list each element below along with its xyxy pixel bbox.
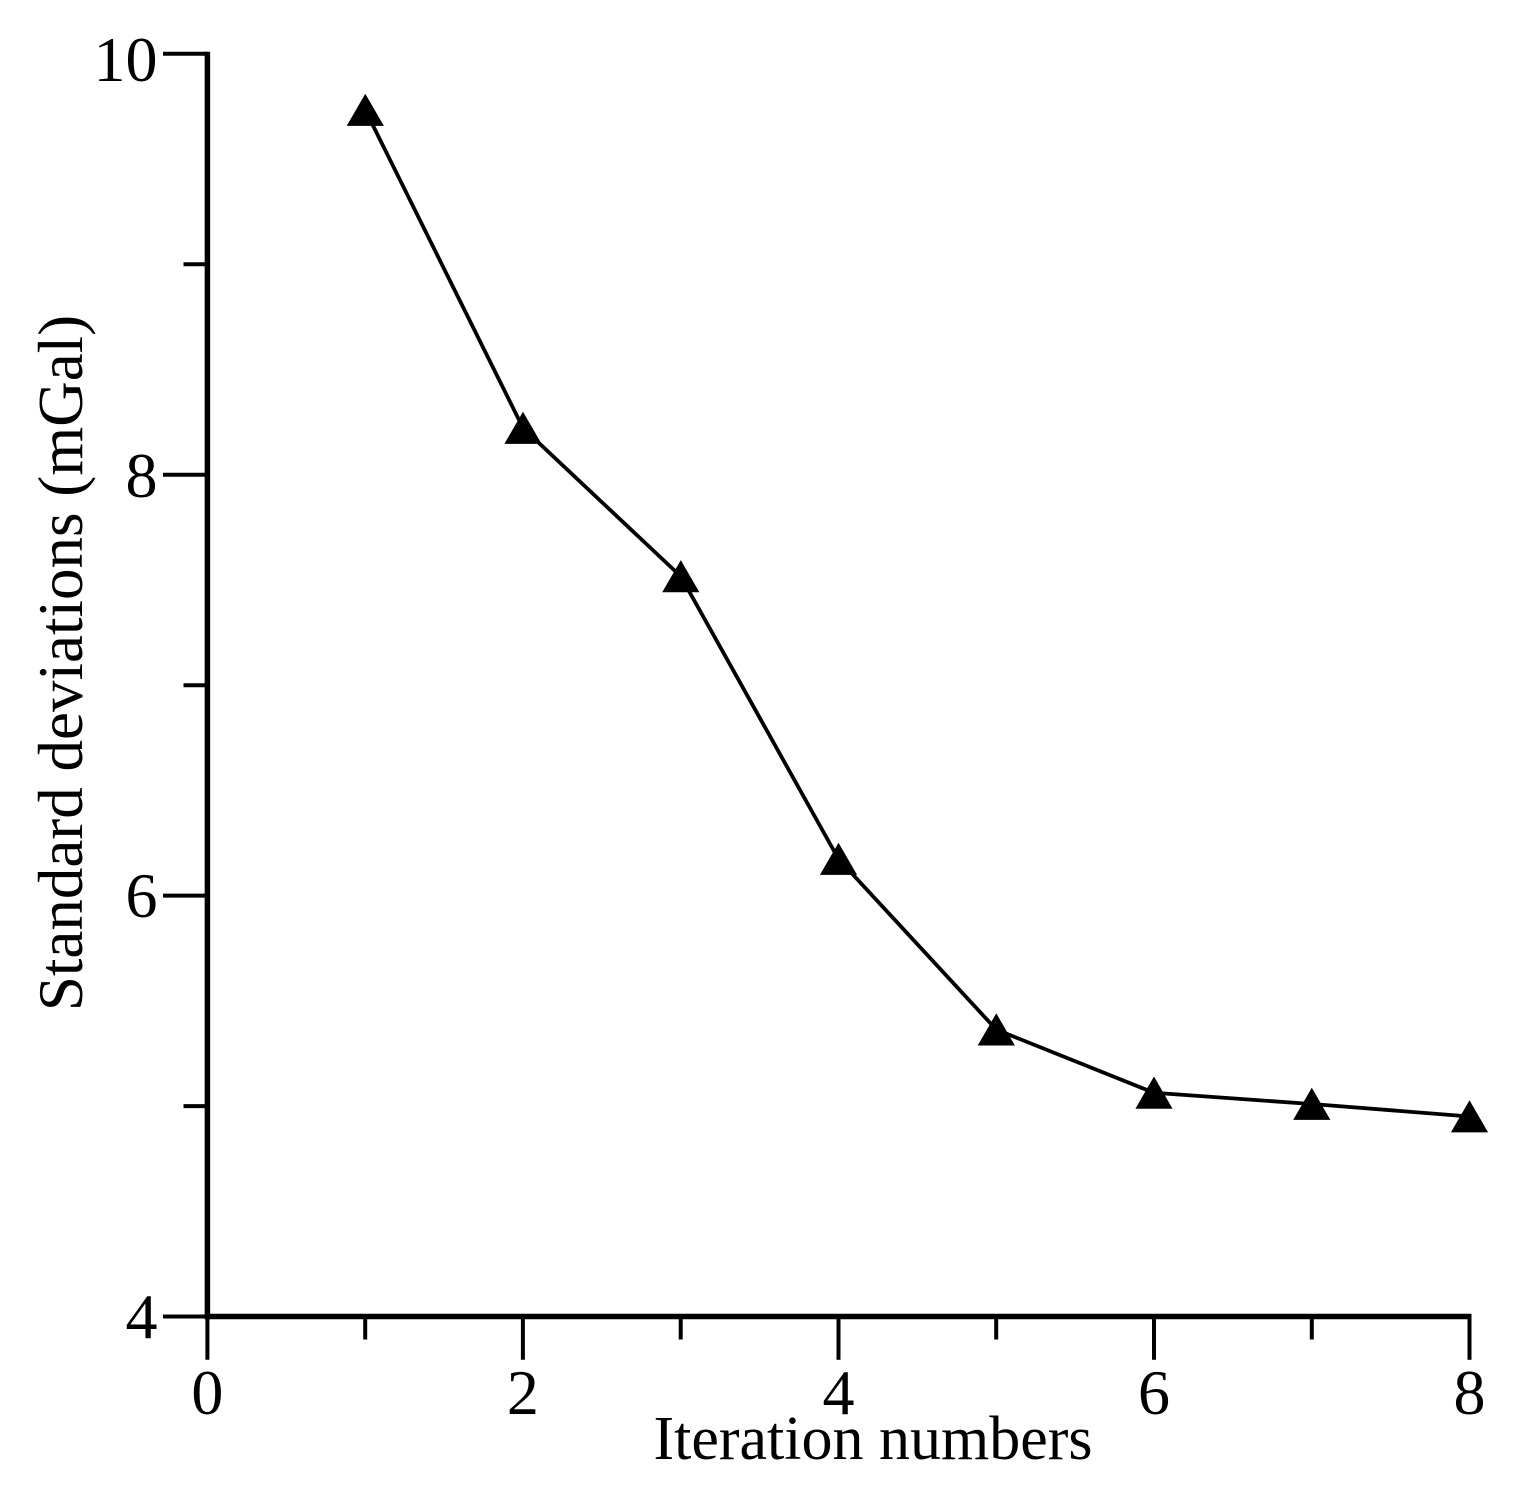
svg-text:0: 0 [191, 1357, 223, 1428]
svg-text:8: 8 [1454, 1357, 1486, 1428]
svg-text:10: 10 [94, 24, 158, 95]
svg-text:4: 4 [823, 1357, 855, 1428]
svg-text:Iteration numbers: Iteration numbers [653, 1405, 1092, 1473]
svg-text:Standard deviations (mGal): Standard deviations (mGal) [26, 315, 96, 1011]
svg-text:2: 2 [507, 1357, 539, 1428]
svg-text:6: 6 [1138, 1357, 1170, 1428]
svg-text:8: 8 [126, 440, 158, 511]
svg-text:4: 4 [126, 1281, 158, 1352]
svg-text:6: 6 [126, 860, 158, 931]
